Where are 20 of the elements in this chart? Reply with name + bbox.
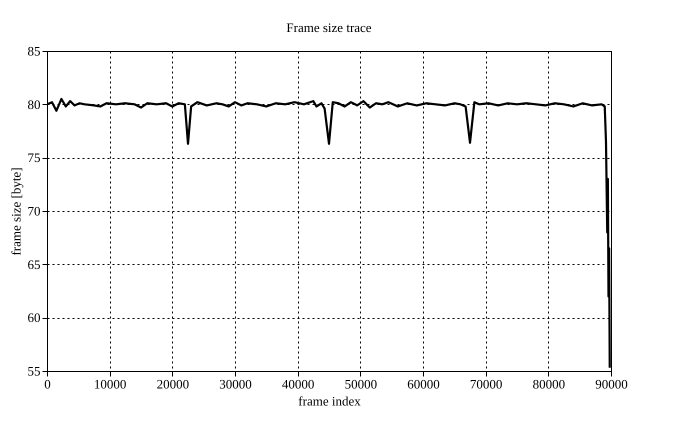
y-tick-label: 70 <box>28 204 40 218</box>
x-tick-label: 90000 <box>595 376 628 392</box>
x-axis-title: frame index <box>298 394 362 408</box>
x-tick-label: 30000 <box>219 376 252 392</box>
y-tick-label: 80 <box>28 96 40 112</box>
y-axis-title: frame size [byte] <box>8 167 24 256</box>
x-tick-label: 20000 <box>156 376 190 392</box>
chart-title: Frame size trace <box>286 20 372 35</box>
x-tick-label: 10000 <box>94 376 126 392</box>
y-tick-label: 60 <box>28 310 40 326</box>
x-tick-label: 40000 <box>282 376 314 392</box>
x-tick-label: 60000 <box>407 376 440 392</box>
y-tick-label: 75 <box>28 150 40 166</box>
x-tick-label: 50000 <box>344 376 378 392</box>
y-tick-label: 65 <box>28 256 40 272</box>
y-tick-label: 55 <box>28 364 40 378</box>
x-tick-label: 70000 <box>470 376 502 392</box>
y-tick-label: 85 <box>28 44 40 58</box>
x-tick-label: 0 <box>44 376 51 392</box>
x-tick-label: 80000 <box>532 376 566 392</box>
